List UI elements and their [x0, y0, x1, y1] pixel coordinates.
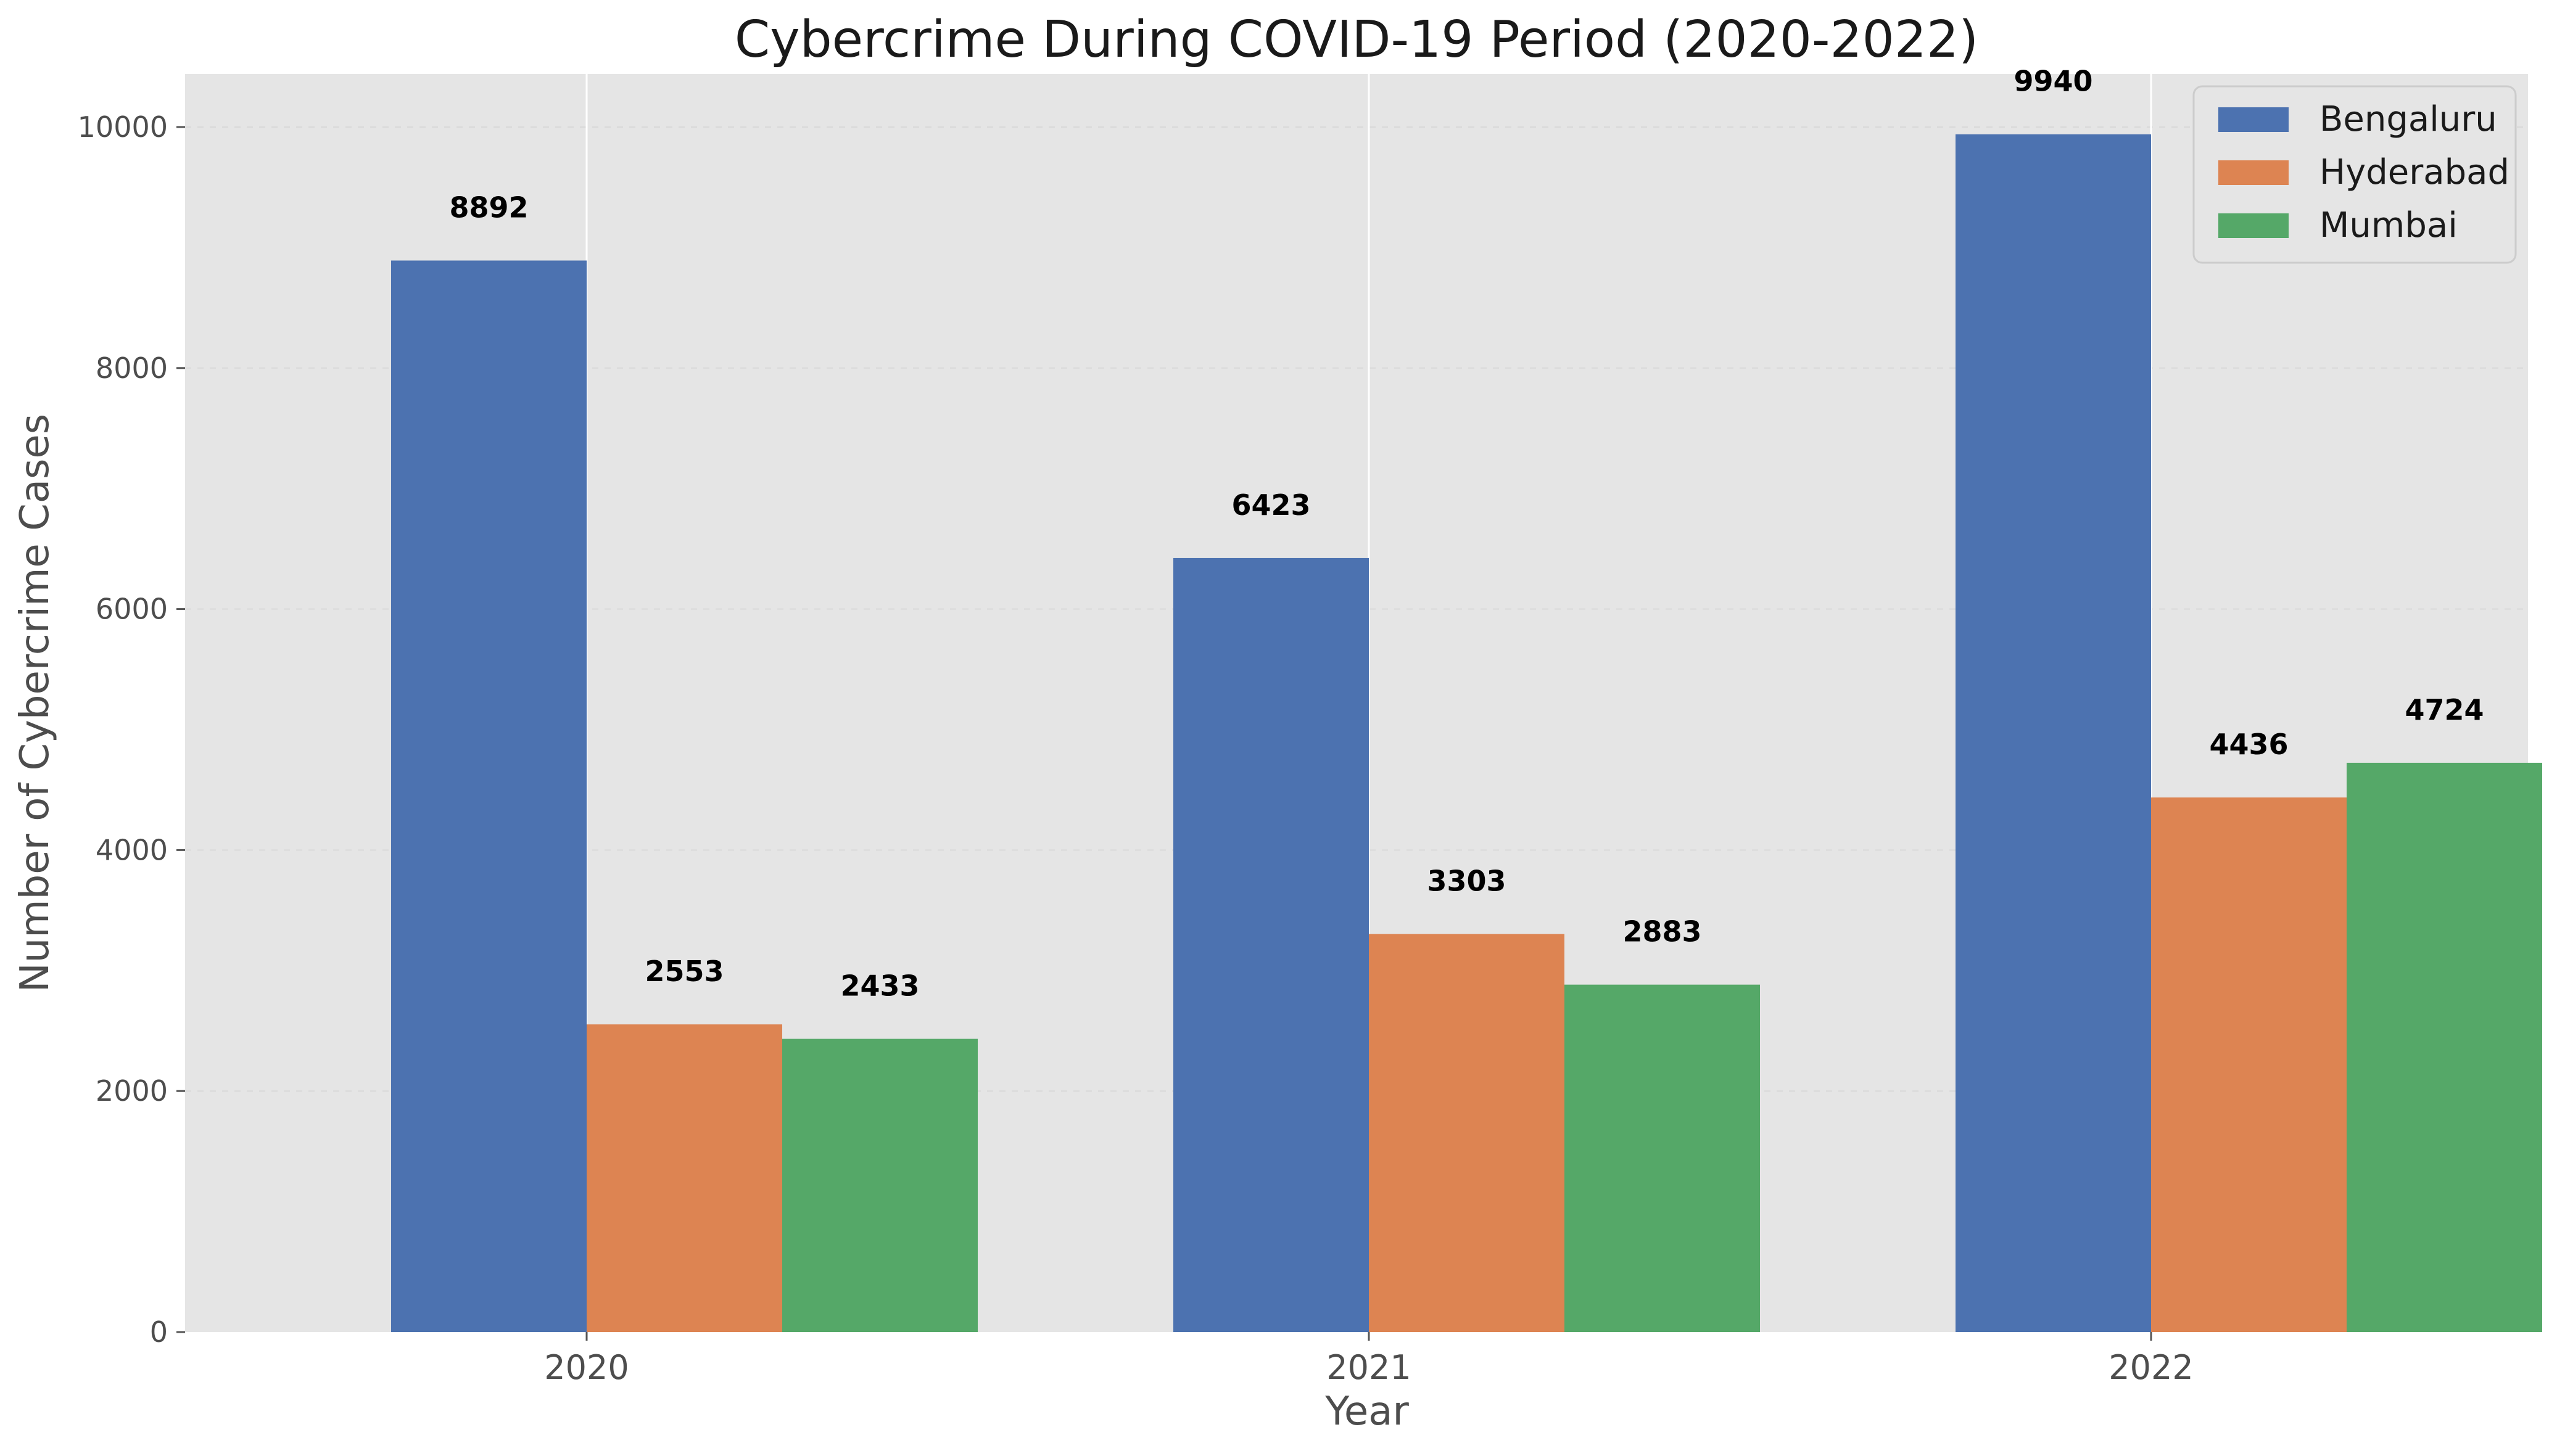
- legend-label: Hyderabad: [2319, 152, 2509, 192]
- y-tick-label: 0: [150, 1315, 168, 1349]
- y-tick-label: 8000: [96, 352, 168, 385]
- x-tick-label: 2020: [544, 1348, 629, 1387]
- bars: [391, 134, 2542, 1332]
- data-label: 9940: [2014, 65, 2092, 98]
- legend-swatch: [2218, 107, 2289, 132]
- x-tick-label: 2022: [2109, 1348, 2193, 1387]
- x-axis-ticks: 2020 2021 2022: [544, 1332, 2194, 1387]
- data-label: 3303: [1427, 865, 1506, 898]
- legend: Bengaluru Hyderabad Mumbai: [2192, 85, 2517, 264]
- y-tick-label: 2000: [96, 1074, 168, 1108]
- data-label: 8892: [449, 191, 528, 224]
- bar-mumbai-2021: [1564, 984, 1760, 1332]
- data-label: 2433: [840, 969, 919, 1003]
- bar-bengaluru-2020: [391, 260, 587, 1332]
- legend-swatch: [2218, 213, 2289, 238]
- y-axis-label: Number of Cybercrime Cases: [12, 414, 58, 992]
- x-axis-label: Year: [1324, 1389, 1409, 1434]
- data-label: 2553: [645, 955, 724, 988]
- y-tick-label: 4000: [96, 833, 168, 866]
- bar-mumbai-2020: [782, 1039, 978, 1332]
- data-label: 4436: [2209, 728, 2288, 761]
- legend-swatch: [2218, 160, 2289, 185]
- legend-label: Mumbai: [2319, 205, 2458, 245]
- data-label: 2883: [1622, 915, 1701, 948]
- bar-mumbai-2022: [2347, 762, 2542, 1332]
- x-tick-label: 2021: [1326, 1348, 1411, 1387]
- y-tick-label: 10000: [78, 110, 168, 144]
- data-label: 6423: [1231, 488, 1310, 522]
- y-axis-ticks: 0 2000 4000 6000 8000 10000: [78, 110, 185, 1349]
- legend-label: Bengaluru: [2319, 99, 2497, 139]
- data-label: 4724: [2405, 693, 2484, 726]
- data-labels: 8892 6423 9940 2553 3303 4436 2433 2883 4724: [449, 65, 2484, 1003]
- bar-bengaluru-2022: [1956, 134, 2151, 1332]
- bar-hyderabad-2021: [1369, 934, 1564, 1332]
- chart-title: Cybercrime During COVID-19 Period (2020-…: [735, 10, 1978, 69]
- bar-hyderabad-2020: [587, 1024, 782, 1332]
- y-tick-label: 6000: [96, 593, 168, 626]
- bar-bengaluru-2021: [1173, 557, 1369, 1332]
- bar-hyderabad-2022: [2151, 797, 2347, 1332]
